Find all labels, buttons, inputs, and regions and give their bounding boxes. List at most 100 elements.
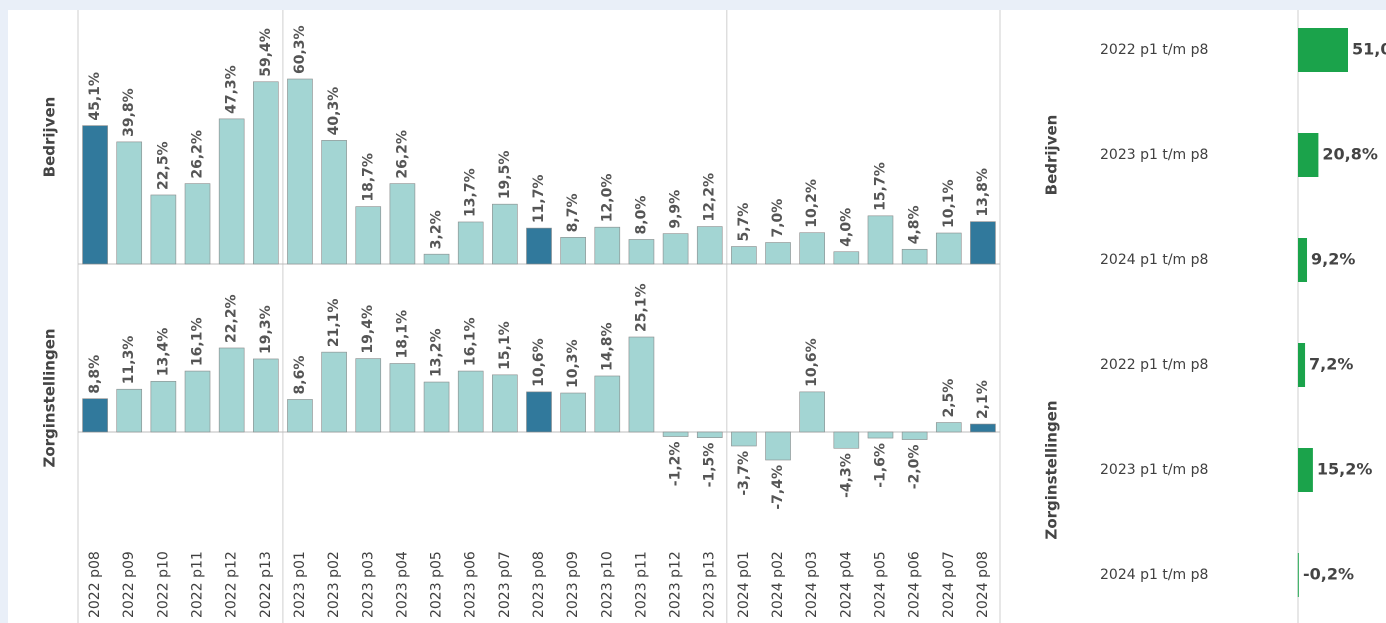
bar xyxy=(799,391,825,433)
bar xyxy=(184,183,211,265)
bar xyxy=(457,221,484,265)
category-label: 2023 p1 t/m p8 xyxy=(1100,147,1208,163)
bar xyxy=(355,358,382,433)
value-label: 16,1% xyxy=(190,317,206,366)
bar xyxy=(253,358,279,433)
x-tick-label: 2023 p04 xyxy=(394,551,410,618)
value-label: 10,6% xyxy=(804,338,820,387)
bar xyxy=(662,233,689,265)
bar xyxy=(799,232,825,265)
value-label: -7,4% xyxy=(770,465,786,510)
value-label: 11,7% xyxy=(531,175,547,224)
category-label: 2024 p1 t/m p8 xyxy=(1100,252,1208,268)
x-tick-label: 2024 p07 xyxy=(941,551,957,618)
x-tick-label: 2023 p07 xyxy=(497,551,513,618)
bar xyxy=(935,232,962,265)
bar xyxy=(1298,343,1306,387)
bar xyxy=(731,431,757,447)
value-label: 21,1% xyxy=(326,299,342,348)
bar xyxy=(423,253,450,265)
value-label: 15,7% xyxy=(872,162,888,211)
x-tick-label: 2022 p11 xyxy=(190,551,206,618)
x-tick-label: 2023 p03 xyxy=(360,551,376,618)
value-label: 51,0% xyxy=(1352,40,1386,59)
value-label: 4,0% xyxy=(838,208,854,247)
bar xyxy=(901,248,928,265)
value-label: 15,2% xyxy=(1317,460,1373,479)
bar xyxy=(116,141,143,265)
value-label: 20,8% xyxy=(1322,145,1378,164)
bar xyxy=(731,246,757,265)
category-label: 2022 p1 t/m p8 xyxy=(1100,357,1208,373)
value-label: -2,0% xyxy=(907,445,923,490)
value-label: 26,2% xyxy=(394,130,410,179)
value-label: 26,2% xyxy=(190,130,206,179)
value-label: 9,9% xyxy=(668,190,684,229)
bar xyxy=(867,215,894,265)
value-label: 19,4% xyxy=(360,305,376,354)
bar xyxy=(935,422,962,433)
x-tick-label: 2023 p01 xyxy=(292,551,308,618)
bar xyxy=(492,203,518,265)
x-tick-label: 2023 p05 xyxy=(429,551,445,618)
value-label: 7,0% xyxy=(770,199,786,238)
bar xyxy=(628,336,655,433)
bar xyxy=(970,423,996,433)
value-label: 13,2% xyxy=(429,328,445,377)
bar xyxy=(901,431,928,440)
x-tick-label: 2024 p06 xyxy=(907,551,923,618)
value-label: 13,4% xyxy=(155,328,171,377)
value-label: 4,8% xyxy=(907,205,923,244)
value-label: 11,3% xyxy=(121,336,137,385)
x-tick-label: 2024 p01 xyxy=(736,551,752,618)
bar xyxy=(1298,448,1313,492)
bar xyxy=(355,206,382,265)
category-label: 2023 p1 t/m p8 xyxy=(1100,462,1208,478)
bar xyxy=(1298,238,1308,282)
value-label: 10,2% xyxy=(804,179,820,228)
value-label: 25,1% xyxy=(633,283,649,332)
bar xyxy=(457,370,484,433)
bar xyxy=(184,370,211,433)
x-tick-label: 2022 p12 xyxy=(224,551,240,618)
bar xyxy=(389,183,416,265)
value-label: 8,7% xyxy=(565,193,581,232)
value-label: 12,0% xyxy=(599,174,615,223)
bar xyxy=(82,398,108,433)
value-label: 19,5% xyxy=(497,151,513,200)
bar xyxy=(526,227,552,265)
x-tick-label: 2024 p08 xyxy=(975,551,991,618)
bar xyxy=(287,399,313,433)
value-label: 3,2% xyxy=(429,210,445,249)
x-tick-label: 2024 p03 xyxy=(804,551,820,618)
value-label: 47,3% xyxy=(224,65,240,114)
value-label: -1,5% xyxy=(702,443,718,488)
x-tick-label: 2022 p10 xyxy=(155,551,171,618)
value-label: 2,1% xyxy=(975,380,991,419)
bar xyxy=(423,381,450,433)
value-label: 18,1% xyxy=(394,310,410,359)
bar xyxy=(970,221,996,265)
value-label: 7,2% xyxy=(1309,355,1353,374)
x-tick-label: 2023 p06 xyxy=(463,551,479,618)
bar xyxy=(560,237,586,265)
bar xyxy=(696,226,723,265)
x-tick-label: 2024 p02 xyxy=(770,551,786,618)
bar xyxy=(526,391,552,433)
panel xyxy=(8,10,1386,623)
value-label: 8,8% xyxy=(87,355,103,394)
value-label: 13,8% xyxy=(975,168,991,217)
value-label: 2,5% xyxy=(941,379,957,418)
value-label: 9,2% xyxy=(1311,250,1355,269)
group-label: Zorginstellingen xyxy=(1043,400,1061,539)
value-label: 10,6% xyxy=(531,338,547,387)
bar xyxy=(594,375,621,433)
x-tick-label: 2022 p09 xyxy=(121,551,137,618)
bar xyxy=(560,392,586,433)
value-label: 22,2% xyxy=(224,294,240,343)
x-tick-label: 2023 p12 xyxy=(668,551,684,618)
value-label: 8,6% xyxy=(292,356,308,395)
bar xyxy=(1298,133,1319,177)
